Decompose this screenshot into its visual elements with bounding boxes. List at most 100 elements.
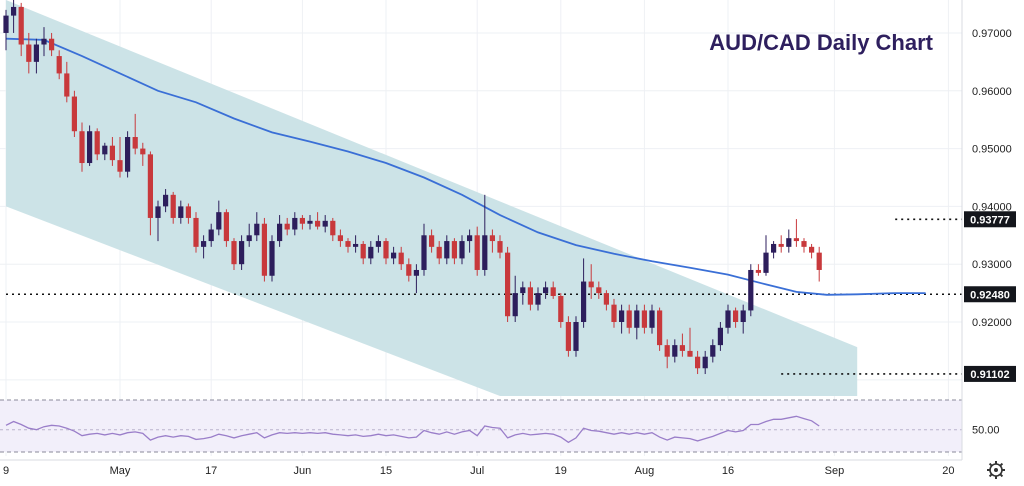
candle-body xyxy=(109,145,115,161)
candle xyxy=(170,191,176,224)
candle xyxy=(581,258,587,328)
candle-body xyxy=(679,345,685,351)
candle-body xyxy=(102,145,108,155)
candle-body xyxy=(619,310,625,323)
candle-body xyxy=(558,295,564,323)
rsi-background xyxy=(0,400,962,452)
candle xyxy=(185,203,191,224)
candle-body xyxy=(413,269,419,276)
candle xyxy=(208,223,214,247)
candle xyxy=(307,215,313,230)
candle xyxy=(277,215,283,247)
x-tick-label: 9 xyxy=(3,465,9,477)
candle-body xyxy=(3,15,9,33)
candle-body xyxy=(56,56,62,74)
candle-body xyxy=(178,206,184,218)
candle xyxy=(444,235,450,265)
candle-body xyxy=(474,235,480,270)
candle xyxy=(87,125,93,166)
candle-body xyxy=(322,220,328,227)
candle xyxy=(269,235,275,282)
candle xyxy=(672,339,678,363)
candle xyxy=(56,50,62,80)
candle-body xyxy=(360,243,366,259)
candle-body xyxy=(543,287,549,294)
candle-body xyxy=(657,310,663,346)
candle-body xyxy=(208,229,214,242)
rsi-panel xyxy=(0,399,962,453)
candle xyxy=(733,307,739,328)
candle xyxy=(41,27,47,57)
candle xyxy=(763,235,769,276)
candle xyxy=(771,241,777,259)
candle xyxy=(626,304,632,334)
candle-body xyxy=(550,287,556,296)
price-tag-label: 0.93777 xyxy=(970,214,1010,226)
candle xyxy=(710,339,716,363)
candle xyxy=(140,142,146,166)
candle-body xyxy=(185,206,191,218)
candle xyxy=(489,229,495,253)
candle xyxy=(778,235,784,253)
candle xyxy=(679,333,685,357)
candle-body xyxy=(421,235,427,270)
candle-body xyxy=(18,6,24,45)
candle-body xyxy=(786,238,792,247)
candle xyxy=(11,0,17,33)
candle-body xyxy=(717,327,723,346)
candle-body xyxy=(740,310,746,323)
candle-body xyxy=(505,252,511,317)
candle-body xyxy=(444,241,450,259)
candle xyxy=(558,293,564,328)
candle xyxy=(809,243,815,259)
candle xyxy=(657,307,663,351)
settings-gear-icon[interactable] xyxy=(987,461,1005,479)
candle xyxy=(550,281,556,299)
candle xyxy=(634,304,640,340)
candle-body xyxy=(459,241,465,259)
candle-body xyxy=(132,137,138,149)
candle xyxy=(246,223,252,247)
candle-body xyxy=(710,345,716,357)
candle xyxy=(717,322,723,351)
candle xyxy=(565,316,571,357)
candle xyxy=(467,229,473,253)
candle-body xyxy=(49,38,55,51)
candle-body xyxy=(315,220,321,227)
candle-body xyxy=(687,350,693,357)
candle xyxy=(429,229,435,253)
candle-body xyxy=(535,293,541,305)
candle xyxy=(649,304,655,334)
candle-body xyxy=(763,252,769,273)
candle xyxy=(725,304,731,334)
candle-body xyxy=(429,235,435,247)
candle-body xyxy=(451,241,457,259)
candle xyxy=(383,238,389,265)
candle-body xyxy=(733,310,739,323)
y-axis: 0.97000 0.96000 0.95000 0.94000 0.93000 0.920… xyxy=(961,0,1016,460)
candle-body xyxy=(778,243,784,247)
candle-body xyxy=(231,241,237,265)
x-axis: 9 May 17 Jun 15 Jul 19 Aug 16 Sep 20 xyxy=(0,459,962,477)
candle-body xyxy=(239,241,245,265)
candle xyxy=(368,241,374,265)
candle-body xyxy=(565,322,571,351)
candle-body xyxy=(170,194,176,218)
candle xyxy=(543,281,549,299)
candle xyxy=(391,246,397,265)
candle-body xyxy=(337,235,343,242)
candle-body xyxy=(520,287,526,294)
candle-body xyxy=(117,160,123,172)
candle xyxy=(641,304,647,334)
candle-body xyxy=(467,235,473,242)
candle xyxy=(337,229,343,247)
candle xyxy=(459,235,465,265)
candle xyxy=(315,212,321,230)
candle xyxy=(573,316,579,357)
y-tick-label: 0.92000 xyxy=(972,317,1012,329)
candle-body xyxy=(436,246,442,259)
candle xyxy=(33,38,39,74)
price-tag xyxy=(964,211,1016,228)
candle xyxy=(26,32,32,74)
